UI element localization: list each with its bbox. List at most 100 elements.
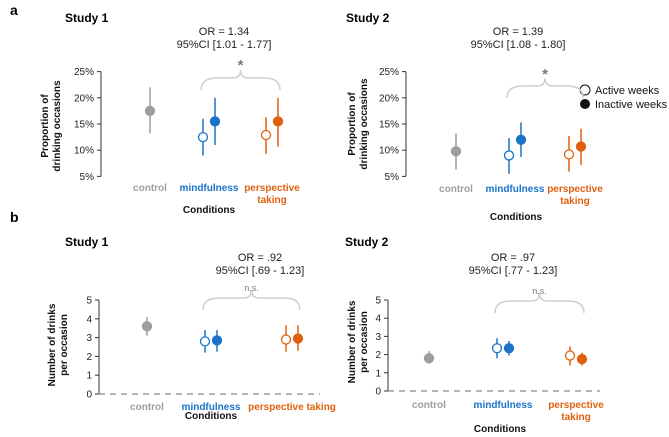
confidence-interval: 95%CI [1.08 - 1.80] [471,39,566,51]
y-axis-label: Number of drinksper occasion [47,303,70,386]
point-control-single [423,353,435,364]
legend-inactive-label: Inactive weeks [595,99,668,111]
y-tick-label: 3 [375,332,381,343]
point-control-single [144,105,156,117]
category-label-mindfulness: mindfulness [180,183,239,194]
y-axis-label-line: Proportion of [40,94,51,158]
odds-ratio: OR = .97 [491,252,535,264]
point-mindfulness-inactive [503,343,515,354]
category-label-control: control [412,400,446,411]
x-axis-label: Conditions [490,212,543,223]
y-axis-label-line: per occasion [59,314,70,376]
category-label-line: taking [561,412,590,423]
category-label-line: mindfulness [474,400,533,411]
category-label-line: control [130,402,164,413]
legend-active-label: Active weeks [595,85,660,97]
panel-label-a: a [10,2,18,18]
x-axis-label: Conditions [183,205,236,216]
y-tick-label: 0 [375,387,381,398]
y-tick-label: 5% [80,172,95,183]
y-tick-label: 20% [74,93,94,104]
y-axis-label-line: Number of drinks [347,300,358,383]
significance-star: * [238,57,244,74]
confidence-interval: 95%CI [.69 - 1.23] [216,265,305,277]
y-tick-label: 20% [379,93,399,104]
category-label-line: mindfulness [182,402,241,413]
y-axis-label-line: Proportion of [347,92,358,156]
x-axis-label: Conditions [185,411,238,422]
category-label-line: mindfulness [486,184,545,195]
significance-bracket [200,69,281,91]
category-label-mindfulness: mindfulness [486,184,545,195]
category-label-perspective: perspective taking [548,400,604,423]
point-perspective-inactive [576,353,588,365]
category-label-line: control [133,183,167,194]
y-tick-label: 1 [86,371,92,382]
category-label-line: perspective [244,183,300,194]
category-label-control: control [133,183,167,194]
legend: Active weeks Inactive weeks [579,84,668,111]
category-label-line: perspective taking [248,402,336,413]
point-control-single [141,321,153,332]
significance-bracket [202,289,301,311]
category-label-mindfulness: mindfulness [182,402,241,413]
point-control-single [450,146,462,157]
y-tick-label: 4 [86,314,92,325]
category-label-line: mindfulness [180,183,239,194]
significance-bracket [494,292,585,314]
chart-title: Study 2 [345,235,389,249]
y-tick-label: 25% [74,67,94,78]
y-tick-label: 5 [375,296,381,307]
y-tick-label: 25% [379,67,399,78]
point-perspective-active [280,334,292,345]
point-mindfulness-inactive [211,335,223,346]
point-mindfulness-active [503,150,515,161]
y-tick-label: 15% [379,120,399,131]
category-label-line: taking [560,196,589,207]
point-mindfulness-active [491,343,503,354]
point-perspective-active [260,129,272,141]
point-perspective-active [564,350,576,361]
y-tick-label: 0 [86,390,92,401]
chart-title: Study 2 [346,11,390,25]
category-label-control: control [439,184,473,195]
x-axis-label: Conditions [474,424,527,435]
y-axis-label-line: per occasion [359,311,370,373]
point-perspective-inactive [292,333,304,344]
y-axis-label: Proportion ofdrinking occasions [40,80,63,172]
category-label-line: taking [257,195,286,206]
point-mindfulness-inactive [209,116,221,127]
category-label-line: control [439,184,473,195]
category-label-perspective: perspective taking [547,184,603,207]
y-axis-label: Proportion ofdrinking occasions [347,78,370,170]
y-axis-label-line: drinking occasions [52,80,63,172]
point-perspective-inactive [272,116,284,127]
y-tick-label: 5 [86,296,92,307]
y-axis-label-line: Number of drinks [47,303,58,386]
y-tick-label: 2 [375,350,381,361]
category-label-line: control [412,400,446,411]
category-label-control: control [130,402,164,413]
significance-bracket [506,77,584,99]
y-tick-label: 15% [74,120,94,131]
y-tick-label: 2 [86,352,92,363]
point-perspective-active [563,149,575,160]
category-label-perspective: perspective taking [248,402,336,413]
odds-ratio: OR = 1.39 [493,26,543,38]
legend-inactive-marker [580,99,590,109]
y-tick-label: 1 [375,368,381,379]
y-tick-label: 5% [385,172,400,183]
y-tick-label: 4 [375,314,381,325]
y-tick-label: 3 [86,333,92,344]
point-perspective-inactive [575,141,587,152]
panel-label-b: b [10,209,19,225]
category-label-mindfulness: mindfulness [474,400,533,411]
not-significant-label: n.s. [532,286,547,296]
odds-ratio: OR = 1.34 [199,26,249,38]
category-label-line: perspective [548,400,604,411]
